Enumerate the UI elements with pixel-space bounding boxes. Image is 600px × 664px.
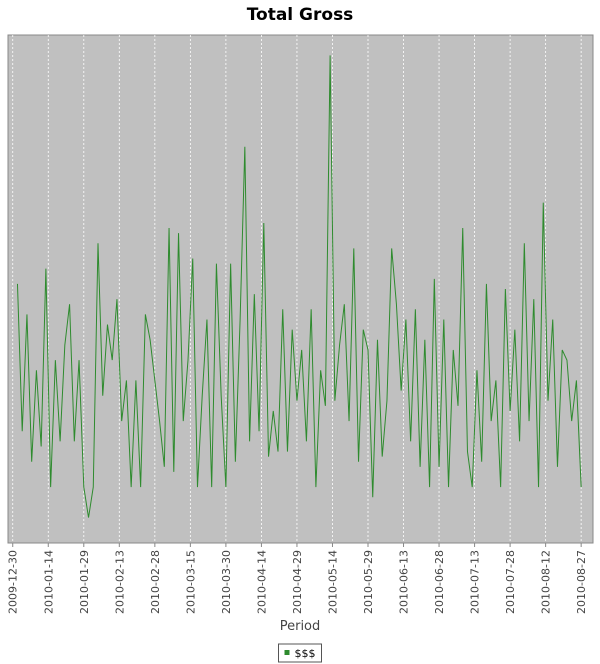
x-tick-label: 2010-01-29	[78, 550, 91, 614]
x-tick-label: 2010-03-30	[220, 550, 233, 614]
x-tick-label: 2010-08-12	[540, 550, 553, 614]
chart-title: Total Gross	[247, 5, 354, 25]
x-tick-label: 2010-05-14	[326, 550, 339, 614]
x-axis-label: Period	[280, 619, 321, 634]
x-tick-label: 2010-04-14	[255, 550, 268, 614]
x-tick-label: 2010-03-15	[184, 550, 197, 614]
x-tick-label: 2010-01-14	[42, 550, 55, 614]
x-tick-label: 2010-07-13	[469, 550, 482, 614]
x-tick-label: 2010-02-13	[113, 550, 126, 614]
legend: $$$	[278, 643, 322, 663]
x-tick-label: 2010-06-13	[398, 550, 411, 614]
legend-label: $$$	[295, 647, 316, 660]
x-tick-label: 2009-12-30	[7, 550, 20, 614]
legend-swatch	[284, 650, 290, 655]
x-tick-label: 2010-02-28	[149, 550, 162, 614]
x-tick-label: 2010-04-29	[291, 550, 304, 614]
plot-area	[7, 34, 594, 544]
x-tick-label: 2010-07-28	[504, 550, 517, 614]
data-line	[16, 55, 582, 518]
x-tick-label: 2010-08-27	[575, 550, 588, 614]
legend-frame	[278, 643, 322, 663]
x-tick-label: 2010-05-29	[362, 550, 375, 614]
x-tick-label: 2010-06-28	[433, 550, 446, 614]
